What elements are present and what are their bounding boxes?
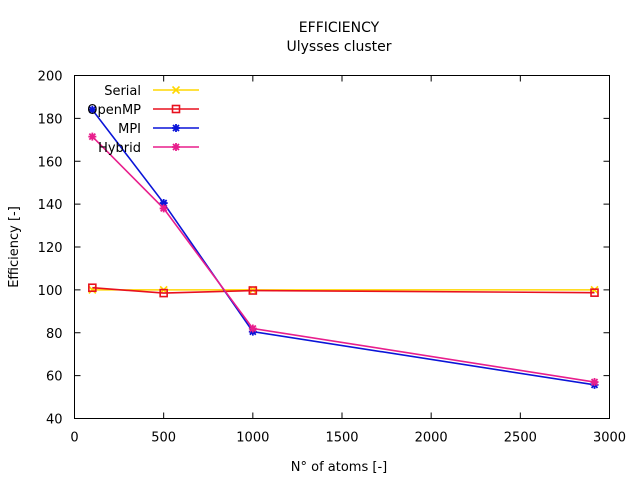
series-line-mpi bbox=[91, 109, 595, 386]
legend-label-mpi: MPI bbox=[118, 122, 141, 137]
chart-subtitle: Ulysses cluster bbox=[287, 39, 392, 55]
series-line-openmp bbox=[92, 286, 595, 294]
y-tick-label: 180 bbox=[38, 112, 63, 127]
chart-title: EFFICIENCY bbox=[299, 20, 380, 36]
legend-label-openmp: OpenMP bbox=[87, 103, 141, 118]
x-tick-label: 2500 bbox=[504, 431, 537, 446]
y-tick-label: 60 bbox=[46, 370, 63, 385]
legend-marker-serial bbox=[171, 85, 181, 95]
x-tick-label: 1500 bbox=[325, 431, 358, 446]
y-axis-label: Efficiency [-] bbox=[7, 206, 22, 288]
data-point-hybrid bbox=[159, 204, 168, 213]
data-point-hybrid bbox=[590, 378, 599, 387]
data-point-openmp bbox=[88, 283, 97, 293]
x-axis-label: N° of atoms [-] bbox=[291, 460, 387, 475]
data-point-mpi bbox=[159, 199, 168, 208]
data-point-hybrid bbox=[88, 132, 97, 141]
data-point-openmp bbox=[248, 286, 258, 295]
data-point-openmp bbox=[590, 288, 599, 297]
y-tick-label: 40 bbox=[46, 413, 63, 428]
y-tick-label: 100 bbox=[38, 284, 63, 299]
legend-marker-mpi bbox=[172, 124, 180, 132]
y-tick-label: 160 bbox=[38, 155, 63, 170]
legend-marker-openmp bbox=[171, 104, 181, 114]
y-tick-label: 140 bbox=[38, 198, 63, 213]
x-tick-label: 0 bbox=[70, 431, 78, 446]
x-tick-label: 3000 bbox=[593, 431, 626, 446]
legend-label-hybrid: Hybrid bbox=[98, 141, 141, 156]
plot-frame bbox=[74, 75, 610, 419]
x-tick-label: 2000 bbox=[415, 431, 448, 446]
y-tick-label: 80 bbox=[46, 327, 63, 342]
data-point-hybrid bbox=[248, 324, 257, 333]
legend-label-serial: Serial bbox=[104, 84, 141, 99]
legend-marker-hybrid bbox=[172, 143, 180, 151]
series-line-hybrid bbox=[91, 136, 595, 383]
x-tick-label: 1000 bbox=[236, 431, 269, 446]
x-tick-label: 500 bbox=[151, 431, 176, 446]
data-point-mpi bbox=[88, 105, 97, 114]
data-point-openmp bbox=[159, 288, 168, 298]
y-tick-label: 120 bbox=[38, 241, 63, 256]
y-tick-label: 200 bbox=[38, 70, 63, 85]
